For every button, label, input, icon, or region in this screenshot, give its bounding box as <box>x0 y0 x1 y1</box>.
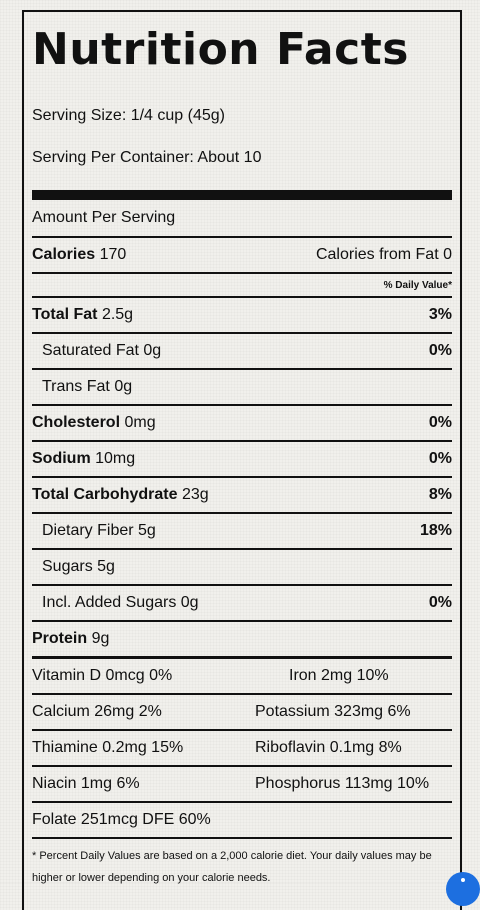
nutrient-label: Saturated Fat <box>42 342 139 359</box>
calories-value: 170 <box>99 246 127 263</box>
nutrient-dv: 0% <box>428 414 452 431</box>
nutrient-label: Total Fat <box>32 306 98 323</box>
vitamin-cell: Potassium 323mg 6% <box>255 703 411 720</box>
nutrient-label: Sugars <box>42 558 93 575</box>
vitamin-cell: Phosphorus 113mg 10% <box>255 775 430 792</box>
nutrient-row-protein: Protein 9g <box>32 622 452 659</box>
nutrient-amount: 2.5g <box>101 306 134 323</box>
label-title: Nutrition Facts <box>32 24 409 75</box>
nutrient-amount: 5g <box>138 522 156 539</box>
serving-size: Serving Size: 1/4 cup (45g) <box>32 107 225 124</box>
chat-bubble-button[interactable] <box>446 872 480 906</box>
calories-row: Calories 170 Calories from Fat 0 <box>32 238 452 274</box>
vitamin-row: Thiamine 0.2mg 15% Riboflavin 0.1mg 8% <box>32 731 452 767</box>
nutrient-amount: 0g <box>114 378 133 395</box>
nutrient-row-trans-fat: Trans Fat 0g <box>32 370 452 406</box>
vitamin-cell: Niacin 1mg 6% <box>32 775 140 792</box>
nutrient-row-added-sugars: Incl. Added Sugars 0g 0% <box>32 586 452 622</box>
nutrient-row-saturated-fat: Saturated Fat 0g 0% <box>32 334 452 370</box>
vitamin-cell: Folate 251mcg DFE 60% <box>32 811 211 828</box>
vitamin-row: Vitamin D 0mcg 0% Iron 2mg 10% <box>32 659 452 695</box>
nutrient-label: Trans Fat <box>42 378 110 395</box>
nutrient-row-dietary-fiber: Dietary Fiber 5g 18% <box>32 514 452 550</box>
nutrient-label: Sodium <box>32 450 91 467</box>
nutrient-dv: 0% <box>428 450 452 467</box>
nutrient-amount: 0g <box>143 342 162 359</box>
nutrient-label: Incl. Added Sugars <box>42 594 177 611</box>
nutrient-amount: 23g <box>181 486 209 503</box>
amount-per-serving-row: Amount Per Serving <box>32 200 452 238</box>
vitamin-row: Folate 251mcg DFE 60% <box>32 803 452 839</box>
nutrient-amount: 9g <box>91 630 110 647</box>
nutrient-amount: 5g <box>97 558 115 575</box>
nutrient-label: Protein <box>32 630 88 647</box>
nutrient-row-total-carbohydrate: Total Carbohydrate 23g 8% <box>32 478 452 514</box>
amount-per-serving: Amount Per Serving <box>32 209 176 226</box>
nutrient-row-sodium: Sodium 10mg 0% <box>32 442 452 478</box>
vitamin-row: Calcium 26mg 2% Potassium 323mg 6% <box>32 695 452 731</box>
vitamin-cell: Calcium 26mg 2% <box>32 703 162 720</box>
daily-value-header-row: % Daily Value* <box>32 274 452 298</box>
vitamin-row: Niacin 1mg 6% Phosphorus 113mg 10% <box>32 767 452 803</box>
nutrient-amount: 0g <box>180 594 199 611</box>
footnote: * Percent Daily Values are based on a 2,… <box>32 850 432 884</box>
vitamin-cell: Thiamine 0.2mg 15% <box>32 739 184 756</box>
nutrient-row-sugars: Sugars 5g <box>32 550 452 586</box>
vitamin-cell: Iron 2mg 10% <box>289 667 389 684</box>
nutrient-dv: 3% <box>428 306 452 323</box>
nutrient-dv: 18% <box>419 522 452 539</box>
calories-from-fat: Calories from Fat 0 <box>315 246 452 263</box>
nutrient-dv: 8% <box>428 486 452 503</box>
nutrient-label: Dietary Fiber <box>42 522 134 539</box>
nutrient-amount: 10mg <box>95 450 136 467</box>
nutrient-row-cholesterol: Cholesterol 0mg 0% <box>32 406 452 442</box>
nutrition-label: Nutrition Facts Serving Size: 1/4 cup (4… <box>22 10 462 910</box>
nutrient-label: Total Carbohydrate <box>32 486 178 503</box>
vitamin-cell: Vitamin D 0mcg 0% <box>32 667 173 684</box>
nutrient-label: Cholesterol <box>32 414 121 431</box>
daily-value-header: % Daily Value* <box>383 279 452 291</box>
servings-per-container: Serving Per Container: About 10 <box>32 149 262 166</box>
vitamin-cell: Riboflavin 0.1mg 8% <box>255 739 402 756</box>
nutrient-amount: 0mg <box>124 414 156 431</box>
nutrient-row-total-fat: Total Fat 2.5g 3% <box>32 298 452 334</box>
calories-label: Calories <box>32 246 96 263</box>
nutrient-dv: 0% <box>428 594 452 611</box>
thick-divider <box>32 190 452 200</box>
nutrient-dv: 0% <box>428 342 452 359</box>
chat-icon <box>461 878 465 882</box>
